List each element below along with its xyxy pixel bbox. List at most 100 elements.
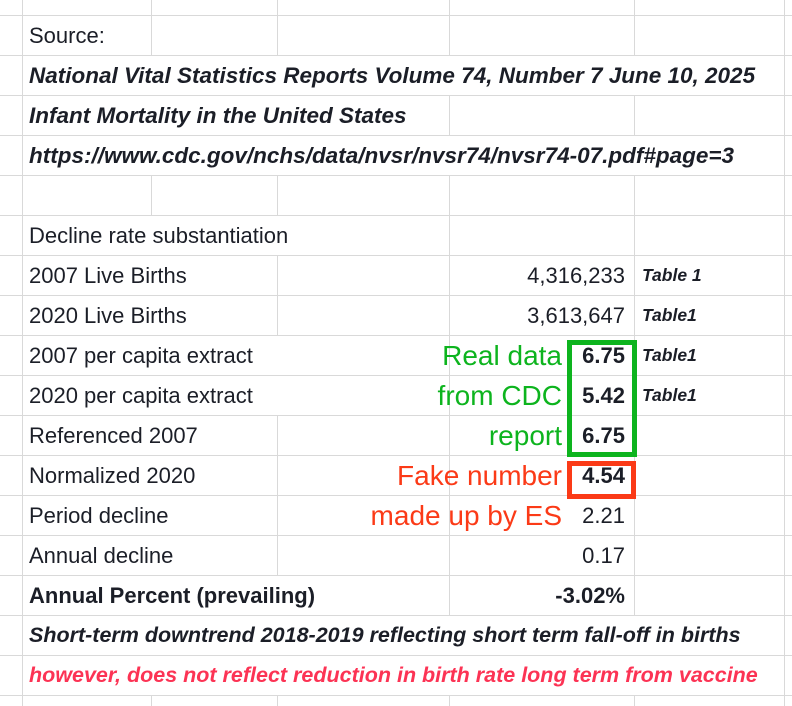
sheet-row: Source: [0, 16, 792, 56]
empty-cell [635, 536, 785, 576]
empty-cell [0, 0, 23, 16]
cell-value-2020-live-births[interactable]: 3,613,647 [450, 296, 635, 336]
empty-cell [635, 176, 785, 216]
cell-report-url[interactable]: https://www.cdc.gov/nchs/data/nvsr/nvsr7… [23, 136, 785, 176]
empty-cell [635, 96, 785, 136]
cell-note-2007-live-births[interactable]: Table 1 [635, 256, 785, 296]
real-data-highlight-box [567, 340, 637, 457]
cell-note-2007-per-capita[interactable]: Table1 [635, 336, 785, 376]
empty-cell [0, 496, 23, 536]
sheet-row [0, 0, 792, 16]
cell-label-2007-per-capita[interactable]: 2007 per capita extract [23, 336, 450, 376]
empty-cell [0, 136, 23, 176]
empty-cell [0, 456, 23, 496]
cell-note-2020-per-capita[interactable]: Table1 [635, 376, 785, 416]
cell-footnote-downtrend[interactable]: Short-term downtrend 2018-2019 reflectin… [23, 616, 785, 656]
cell-label-period-decline[interactable]: Period decline [23, 496, 278, 536]
empty-cell [450, 16, 635, 56]
fake-number-highlight-box [567, 461, 636, 499]
empty-cell [450, 0, 635, 16]
empty-cell [0, 96, 23, 136]
empty-cell [785, 96, 792, 136]
empty-cell [0, 56, 23, 96]
empty-cell [785, 616, 792, 656]
empty-cell [23, 176, 152, 216]
empty-cell [0, 696, 23, 706]
empty-cell [278, 296, 450, 336]
sheet-row: Decline rate substantiation [0, 216, 792, 256]
sheet-row: Infant Mortality in the United States [0, 96, 792, 136]
empty-cell [278, 456, 450, 496]
cell-value-2020-per-capita[interactable]: 5.42 [450, 376, 635, 416]
empty-cell [0, 296, 23, 336]
sheet-row: Referenced 2007 6.75 [0, 416, 792, 456]
sheet-row: https://www.cdc.gov/nchs/data/nvsr/nvsr7… [0, 136, 792, 176]
empty-cell [450, 216, 635, 256]
sheet-row: 2007 Live Births 4,316,233 Table 1 [0, 256, 792, 296]
sheet-row: Period decline 2.21 [0, 496, 792, 536]
cell-source-label[interactable]: Source: [23, 16, 152, 56]
empty-cell [785, 0, 792, 16]
empty-cell [0, 576, 23, 616]
empty-cell [635, 416, 785, 456]
empty-cell [152, 16, 278, 56]
empty-cell [635, 696, 785, 706]
sheet-row: Short-term downtrend 2018-2019 reflectin… [0, 616, 792, 656]
empty-cell [635, 16, 785, 56]
empty-cell [785, 376, 792, 416]
empty-cell [0, 16, 23, 56]
empty-cell [785, 416, 792, 456]
cell-value-referenced-2007[interactable]: 6.75 [450, 416, 635, 456]
cell-section-title[interactable]: Decline rate substantiation [23, 216, 450, 256]
cell-footnote-vaccine[interactable]: however, does not reflect reduction in b… [23, 656, 785, 696]
cell-label-2020-live-births[interactable]: 2020 Live Births [23, 296, 278, 336]
sheet-row: Annual decline 0.17 [0, 536, 792, 576]
empty-cell [278, 176, 450, 216]
empty-cell [0, 416, 23, 456]
cell-label-referenced-2007[interactable]: Referenced 2007 [23, 416, 278, 456]
empty-cell [785, 56, 792, 96]
empty-cell [23, 0, 152, 16]
cell-value-2007-per-capita[interactable]: 6.75 [450, 336, 635, 376]
cell-label-normalized-2020[interactable]: Normalized 2020 [23, 456, 278, 496]
cell-label-2007-live-births[interactable]: 2007 Live Births [23, 256, 278, 296]
empty-cell [0, 656, 23, 696]
sheet-row: Annual Percent (prevailing) -3.02% [0, 576, 792, 616]
empty-cell [278, 0, 450, 16]
sheet-row: 2020 per capita extract 5.42 Table1 [0, 376, 792, 416]
empty-cell [278, 496, 450, 536]
cell-label-2020-per-capita[interactable]: 2020 per capita extract [23, 376, 450, 416]
empty-cell [450, 696, 635, 706]
empty-cell [785, 216, 792, 256]
empty-cell [785, 16, 792, 56]
empty-cell [785, 576, 792, 616]
empty-cell [278, 16, 450, 56]
empty-cell [635, 0, 785, 16]
sheet-row: Normalized 2020 4.54 [0, 456, 792, 496]
cell-label-annual-decline[interactable]: Annual decline [23, 536, 278, 576]
sheet-row [0, 696, 792, 706]
empty-cell [278, 536, 450, 576]
empty-cell [0, 176, 23, 216]
empty-cell [785, 696, 792, 706]
cell-value-annual-percent[interactable]: -3.02% [450, 576, 635, 616]
cell-value-2007-live-births[interactable]: 4,316,233 [450, 256, 635, 296]
sheet-row: however, does not reflect reduction in b… [0, 656, 792, 696]
cell-value-period-decline[interactable]: 2.21 [450, 496, 635, 536]
cell-label-annual-percent[interactable]: Annual Percent (prevailing) [23, 576, 450, 616]
empty-cell [785, 656, 792, 696]
empty-cell [0, 536, 23, 576]
cell-report-subtitle[interactable]: Infant Mortality in the United States [23, 96, 450, 136]
cell-report-title[interactable]: National Vital Statistics Reports Volume… [23, 56, 785, 96]
empty-cell [278, 256, 450, 296]
empty-cell [785, 456, 792, 496]
empty-cell [450, 96, 635, 136]
empty-cell [0, 336, 23, 376]
empty-cell [450, 176, 635, 216]
cell-note-2020-live-births[interactable]: Table1 [635, 296, 785, 336]
sheet-row: 2007 per capita extract 6.75 Table1 [0, 336, 792, 376]
cell-value-annual-decline[interactable]: 0.17 [450, 536, 635, 576]
empty-cell [635, 216, 785, 256]
empty-cell [0, 216, 23, 256]
